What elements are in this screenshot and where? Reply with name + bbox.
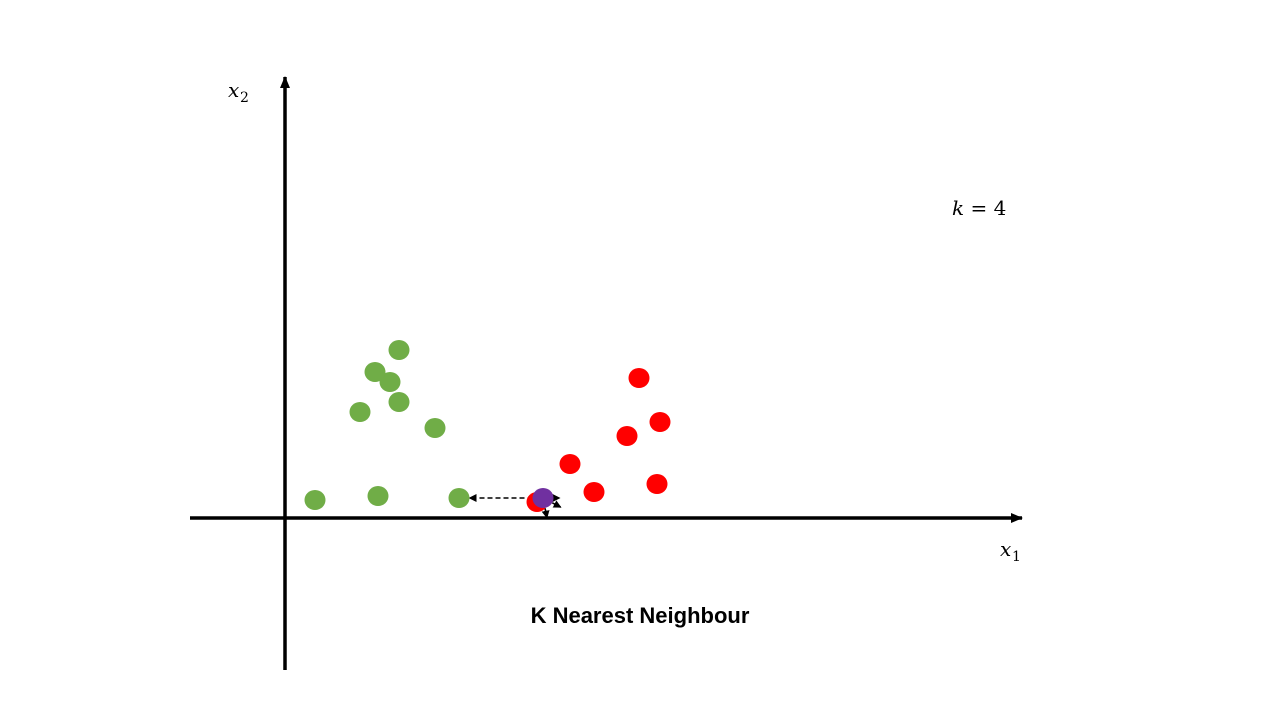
k-annotation-value: = 4 xyxy=(964,196,1006,220)
green-point-8 xyxy=(388,340,410,360)
y-axis-label-sub: 2 xyxy=(240,90,249,106)
green-point-5 xyxy=(379,372,401,392)
green-point-3 xyxy=(349,402,371,422)
data-points xyxy=(304,340,671,512)
neighbor-link-4 xyxy=(541,508,550,519)
green-point-6 xyxy=(424,418,446,438)
green-point-2 xyxy=(367,486,389,506)
red-point-4 xyxy=(628,368,650,388)
x-axis-label: x 1 xyxy=(1000,537,1021,565)
query-point xyxy=(532,488,554,508)
green-point-4 xyxy=(388,392,410,412)
neighbor-links xyxy=(468,494,562,519)
red-point-2 xyxy=(616,426,638,446)
diagram-caption: K Nearest Neighbour xyxy=(531,603,750,628)
red-point-3 xyxy=(649,412,671,432)
y-axis-label: x 2 xyxy=(228,78,249,106)
x-axis-label-var: x xyxy=(1000,537,1011,561)
x-axis-label-sub: 1 xyxy=(1012,549,1021,565)
green-point-9 xyxy=(364,362,386,382)
green-point-1 xyxy=(304,490,326,510)
green-point-7 xyxy=(448,488,470,508)
k-annotation: k = 4 xyxy=(952,196,1006,220)
neighbor-link-3 xyxy=(551,500,562,508)
red-point-1 xyxy=(559,454,581,474)
red-point-5 xyxy=(646,474,668,494)
k-annotation-var: k xyxy=(952,196,964,220)
red-point-6 xyxy=(583,482,605,502)
y-axis-label-var: x xyxy=(228,78,239,102)
